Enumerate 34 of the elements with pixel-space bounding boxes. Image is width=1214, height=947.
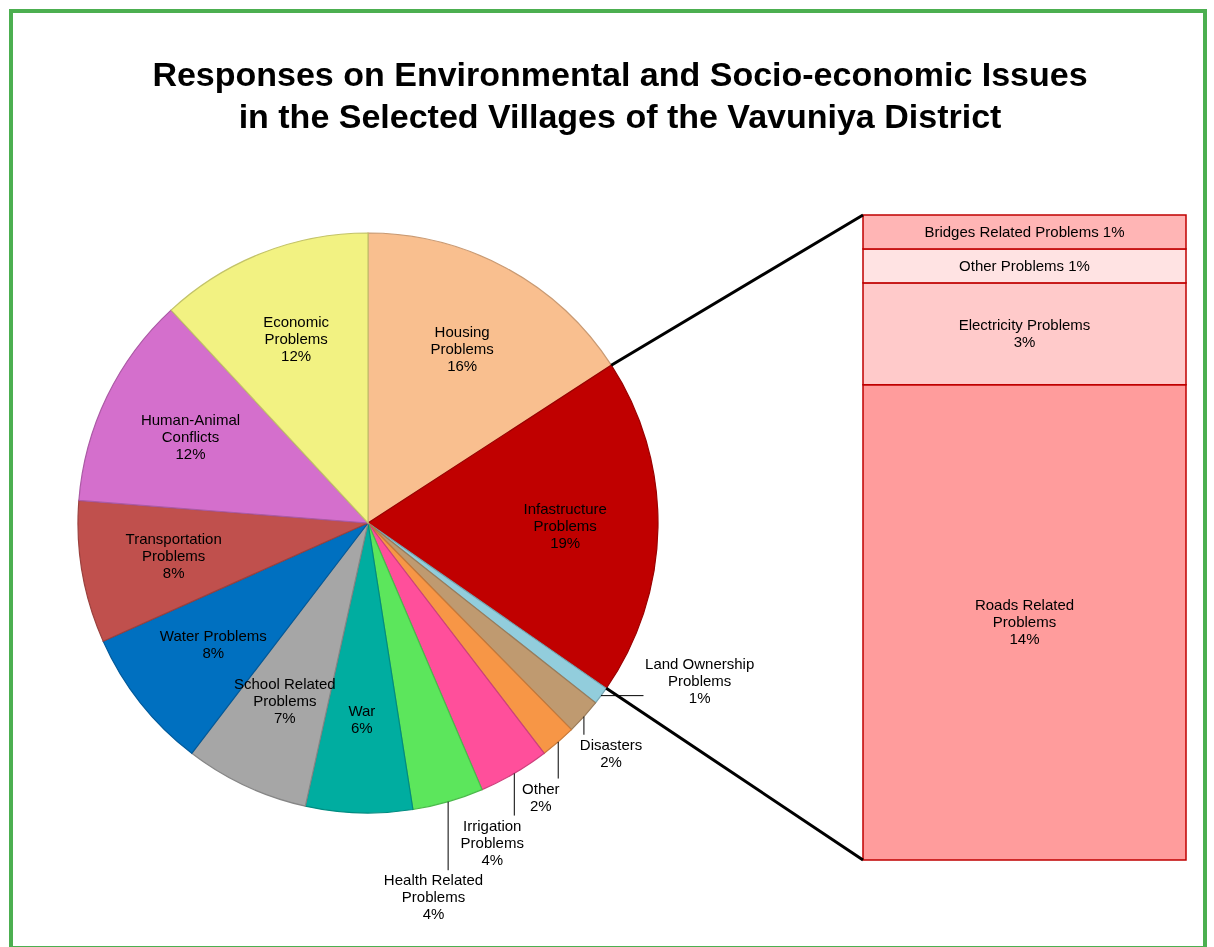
slice-label: Economic Problems (263, 312, 330, 347)
text: Bridges Related Problems 1% (924, 222, 1125, 240)
data-label: 2% (529, 796, 552, 814)
data-label: 12% (175, 444, 206, 462)
data-label: 16% (447, 357, 478, 375)
slice-label: Water Problems (159, 627, 267, 645)
slice-label: Disasters (579, 735, 643, 753)
series-label: Roads Related Problems (974, 596, 1075, 631)
slice-label: Housing Problems (430, 323, 494, 358)
series-label: Electricity Problems (958, 316, 1091, 334)
slice-label: Human-Animal Conflicts (140, 410, 241, 445)
slice-label: Transportation Problems (125, 530, 222, 565)
data-label: 6% (351, 719, 373, 737)
data-label: 2% (600, 752, 622, 770)
slice-label: Irrigation Problems (460, 816, 524, 851)
chart-title: Responses on Environmental and Socio-economic Issues in the Selected Villages of the Vavuniya District (152, 55, 1088, 135)
slice-label: Land Ownership Problems (645, 654, 755, 689)
pie-slice (78, 309, 369, 524)
text: Other Problems 1% (959, 256, 1090, 274)
data-label: 4% (481, 850, 504, 868)
data-label: 7% (273, 709, 296, 727)
data-label: 12% (281, 346, 312, 364)
slice-label: Other (522, 779, 560, 797)
pie-slice (77, 499, 369, 642)
data-label: 1% (688, 688, 711, 706)
data-label: 3% (1013, 333, 1036, 351)
data-label: 8% (202, 644, 225, 662)
slice-label: Health Related Problems (383, 871, 484, 906)
slice-label: War (348, 702, 376, 720)
data-label: 19% (550, 533, 581, 551)
data-label: 4% (422, 905, 445, 923)
data-label: 8% (162, 564, 185, 582)
slice-label: Infastructure Problems (523, 499, 607, 534)
data-label: 14% (1009, 630, 1040, 648)
